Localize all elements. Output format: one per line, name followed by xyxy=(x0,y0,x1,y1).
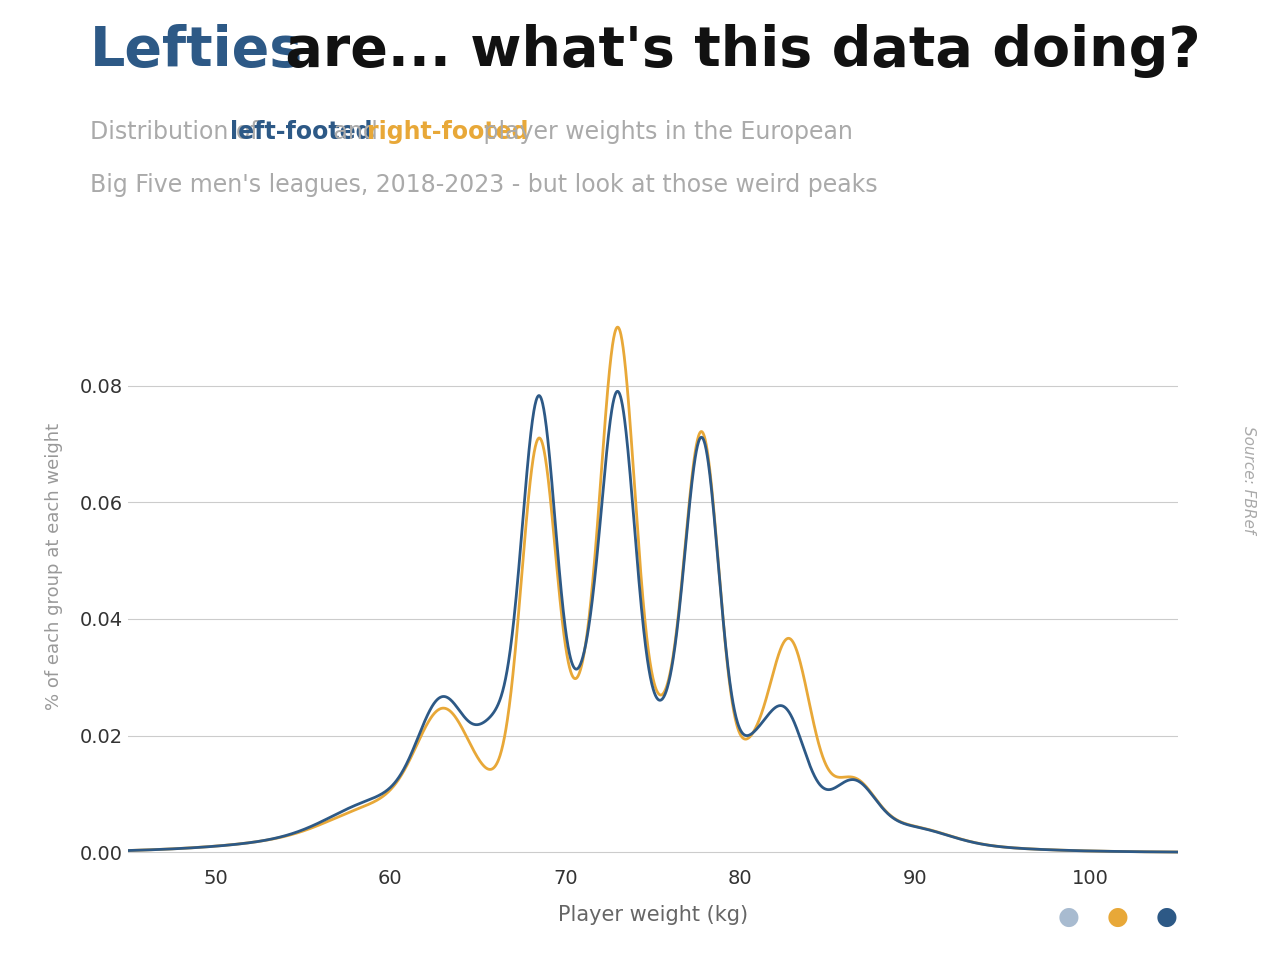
Text: and: and xyxy=(326,120,385,144)
Y-axis label: % of each group at each weight: % of each group at each weight xyxy=(45,422,63,710)
Text: left-footed: left-footed xyxy=(230,120,372,144)
Text: are... what's this data doing?: are... what's this data doing? xyxy=(266,24,1201,78)
Text: ●: ● xyxy=(1106,904,1129,929)
Text: ●: ● xyxy=(1155,904,1178,929)
Text: Source: FBRef: Source: FBRef xyxy=(1240,426,1256,534)
X-axis label: Player weight (kg): Player weight (kg) xyxy=(558,904,748,924)
Text: player weights in the European: player weights in the European xyxy=(476,120,852,144)
Text: Lefties: Lefties xyxy=(90,24,303,78)
Text: Big Five men's leagues, 2018-2023 - but look at those weird peaks: Big Five men's leagues, 2018-2023 - but … xyxy=(90,173,877,197)
Text: ●: ● xyxy=(1057,904,1080,929)
Text: Distribution of: Distribution of xyxy=(90,120,266,144)
Text: right-footed: right-footed xyxy=(367,120,529,144)
